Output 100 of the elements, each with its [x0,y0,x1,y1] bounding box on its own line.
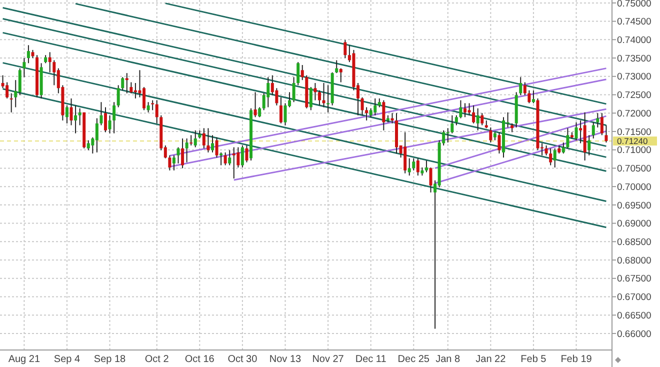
candlestick [574,122,578,141]
x-tick-label: Jan 8 [436,354,461,365]
x-tick-label: Feb 5 [520,354,547,365]
ref-line-label: 0.71240 [617,136,648,146]
candlestick [382,100,386,131]
x-tick-label: Sep 18 [94,354,126,365]
x-tick-label: Dec 11 [355,354,387,365]
x-tick-label: Sep 4 [54,354,80,365]
candlestick [206,128,210,153]
candlestick [125,72,128,94]
candlestick [446,128,450,143]
x-tick-label: Oct 16 [184,354,215,365]
candlestick [121,76,124,91]
y-tick-label: 0.74500 [617,16,652,28]
candlestick [300,64,304,81]
candlestick [78,108,82,126]
candlestick [314,82,317,101]
y-tick-label: 0.68500 [617,236,652,248]
candlestick [228,150,232,166]
candlestick [588,134,591,156]
candlestick [65,104,68,124]
y-tick-label: 0.71000 [617,145,652,156]
candlestick [459,100,462,119]
candlestick [326,84,330,113]
candlestick [528,90,531,104]
candlestick [600,112,604,136]
candlestick [232,146,236,179]
y-tick-label: 0.66500 [617,310,652,322]
candlestick [155,100,158,124]
candlestick [70,98,73,126]
candlestick [309,86,312,111]
candlestick [296,62,300,86]
y-tick-label: 0.72500 [617,90,652,102]
candlestick [22,58,26,78]
y-tick-label: 0.75000 [617,0,652,10]
candlestick [151,100,154,111]
candlestick [390,112,394,124]
candlestick [596,112,600,128]
x-tick-label: Feb 19 [560,354,592,365]
candlestick [104,106,107,133]
candlestick [168,154,172,171]
candlestick [480,112,484,126]
candlestick [318,90,321,106]
y-tick-label: 0.71500 [617,126,652,138]
candlestick [360,96,364,116]
y-tick-label: 0.73000 [617,72,652,83]
candlestick [108,114,112,134]
candlestick [553,148,556,168]
candlestick [146,102,150,113]
x-tick-label: Oct 30 [228,354,258,365]
y-tick-label: 0.69500 [617,200,652,212]
y-tick-label: 0.70000 [617,182,652,193]
candlestick [335,60,338,74]
candlestick [468,102,471,116]
candlestick [240,144,244,168]
candlestick [245,144,248,163]
x-tick-label: Aug 21 [8,354,40,365]
y-tick-label: 0.69000 [617,218,652,230]
y-tick-label: 0.74000 [617,34,652,46]
candlestick [374,98,377,116]
candlestick [116,84,120,108]
x-tick-label: Dec 25 [398,354,430,365]
candlestick [74,104,78,134]
candlestick [339,68,342,83]
candlestick [450,114,454,134]
candlestick [202,128,206,149]
y-tick-label: 0.66000 [617,328,652,340]
candlestick [279,96,282,124]
candlestick [412,158,416,171]
x-tick-label: Oct 2 [144,354,170,365]
candlestick [48,52,52,73]
y-tick-label: 0.67500 [617,274,652,285]
candlestick [292,76,296,103]
candlestick [344,40,347,59]
candlestick [424,160,428,173]
candlestick [18,68,22,96]
candlestick [10,92,13,113]
x-tick-label: Nov 13 [269,354,302,365]
candlestick [532,90,535,104]
candlestick [404,132,407,174]
candlestick [566,128,570,149]
candlestick [52,60,56,86]
candlestick [26,44,30,64]
y-tick-label: 0.68000 [617,255,652,266]
candlestick [489,126,492,143]
candlestick [190,134,193,146]
candlestick [112,102,116,134]
y-tick-label: 0.72000 [617,108,652,120]
y-tick-label: 0.70500 [617,164,652,175]
candlestick [454,114,458,126]
candlestick [236,146,240,168]
x-tick-label: Jan 22 [476,354,506,365]
candlestick [6,82,9,99]
candlestick [181,138,184,169]
candlestick [224,152,227,166]
candlestick [592,122,595,139]
candlestick [130,82,133,94]
y-tick-label: 0.67000 [617,292,652,304]
candlestick [86,140,90,151]
x-tick-label: Nov 27 [312,354,344,365]
